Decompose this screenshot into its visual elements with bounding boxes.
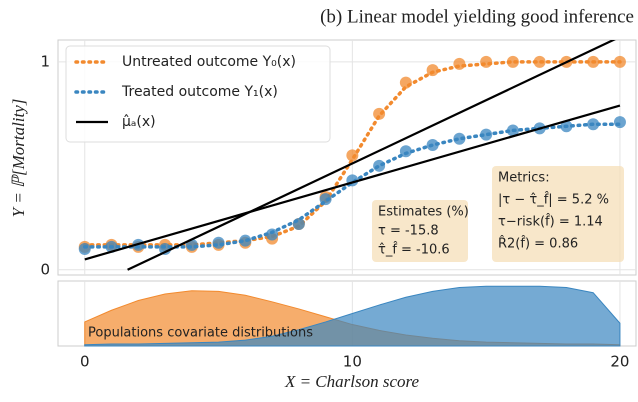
annotation-box bbox=[372, 200, 468, 262]
x-tick-label: 10 bbox=[343, 353, 362, 371]
legend-label: Untreated outcome Y₀(x) bbox=[122, 54, 296, 70]
x-axis-label: X = Charlson score bbox=[284, 372, 420, 391]
data-point bbox=[399, 145, 412, 158]
line bbox=[83, 60, 622, 247]
legend-box bbox=[65, 45, 331, 143]
data-point bbox=[266, 228, 279, 241]
annotation-text: τ−risk(f̂) = 1.14 bbox=[498, 214, 603, 229]
annotation-text: |τ − τ̂_f̂| = 5.2 % bbox=[498, 192, 609, 207]
chart-title: (b) Linear model yielding good inference bbox=[320, 6, 634, 27]
annotation-text: Metrics: bbox=[498, 171, 550, 186]
annotation-text: τ = -15.8 bbox=[378, 224, 439, 239]
data-point bbox=[506, 55, 519, 68]
legend-label: μ̂ₐ(x) bbox=[122, 114, 156, 130]
data-point bbox=[426, 64, 439, 77]
data-point bbox=[453, 132, 466, 145]
annotation-box bbox=[492, 166, 624, 262]
x-tick-label: 0 bbox=[80, 353, 90, 371]
plot-area bbox=[78, 40, 626, 271]
legend-label: Treated outcome Y₁(x) bbox=[121, 84, 278, 100]
fit-line bbox=[84, 104, 621, 261]
y-axis-label: Y = ℙ[Mortality] bbox=[9, 99, 28, 218]
panel-annotation: Populations covariate distributions bbox=[88, 326, 313, 341]
data-point bbox=[346, 149, 359, 162]
data-point bbox=[78, 243, 91, 256]
data-point bbox=[292, 218, 305, 231]
density-area bbox=[84, 285, 621, 347]
annotation-text: τ̂_f̂ = -10.6 bbox=[378, 242, 450, 257]
annotation-text: Estimates (%) bbox=[378, 205, 469, 220]
y-tick-label: 1 bbox=[40, 52, 50, 70]
data-point bbox=[399, 76, 412, 89]
data-point bbox=[373, 159, 386, 172]
fit-line bbox=[127, 40, 616, 271]
annotation-text: R̂2(f̂) = 0.86 bbox=[498, 236, 578, 251]
y-tick-label: 0 bbox=[40, 260, 50, 278]
x-tick-label: 20 bbox=[610, 353, 629, 371]
data-point bbox=[613, 116, 626, 129]
